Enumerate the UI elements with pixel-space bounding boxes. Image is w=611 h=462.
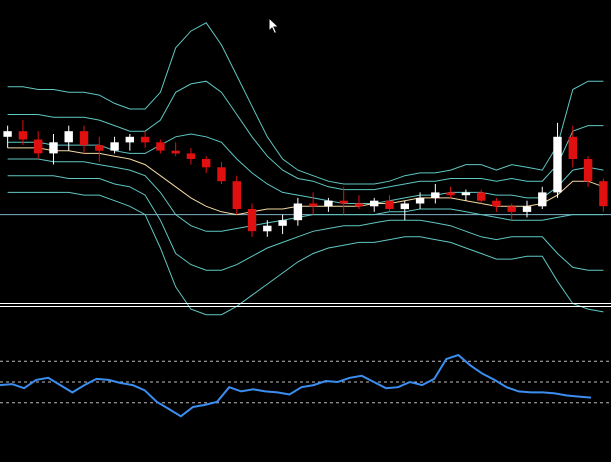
candle-bearish	[308, 203, 318, 207]
band-mid-upper	[7, 80, 604, 191]
candle-bearish	[599, 181, 608, 207]
candle-bearish	[583, 159, 593, 182]
band-outer-upper	[7, 22, 604, 185]
price-pane[interactable]	[0, 22, 611, 316]
candle-bullish	[125, 136, 134, 143]
candle-bearish	[477, 192, 486, 201]
candle-bearish	[446, 192, 455, 196]
candle-bearish	[385, 200, 394, 209]
candle-bearish	[18, 131, 28, 140]
candle-bearish	[568, 136, 577, 159]
candle-bearish	[247, 209, 257, 232]
candle-bearish	[79, 131, 89, 146]
candle-bullish	[522, 206, 532, 212]
candle-bearish	[95, 145, 104, 151]
oscillator-line	[0, 353, 592, 418]
mouse-pointer-arrow-icon	[268, 17, 280, 35]
band-inner-lower	[7, 158, 604, 232]
band-inner-upper	[7, 133, 604, 204]
band-mid-lower	[7, 175, 604, 271]
candle-bullish	[415, 197, 425, 204]
candle-bearish	[171, 150, 180, 154]
candle-bullish	[370, 200, 379, 207]
candle-bearish	[34, 139, 43, 154]
candle-bullish	[278, 220, 287, 226]
oscillator-pane[interactable]	[0, 303, 611, 418]
candle-bullish	[324, 200, 333, 207]
candle-bullish	[461, 192, 471, 196]
candle-bullish	[431, 192, 440, 198]
candle-bearish	[140, 136, 150, 143]
candle-bullish	[64, 131, 73, 143]
candle-bearish	[217, 167, 226, 182]
candle-bullish	[49, 142, 58, 154]
candle-bearish	[354, 203, 364, 207]
candle-bearish	[202, 159, 211, 168]
candle-bullish	[538, 192, 547, 207]
candle-bullish	[3, 131, 12, 137]
candle-bearish	[156, 142, 165, 151]
candle-bearish	[507, 206, 516, 212]
candle-bullish	[293, 203, 303, 221]
candle-bearish	[186, 153, 196, 159]
candle-bullish	[110, 142, 119, 151]
candle-bullish	[553, 136, 562, 193]
band-outer-lower	[7, 191, 604, 316]
candle-bearish	[232, 181, 241, 209]
candle-bearish	[492, 200, 501, 207]
candle-bullish	[263, 225, 272, 232]
candle-bullish	[400, 203, 409, 210]
candle-bearish	[339, 200, 348, 204]
band-midline	[7, 147, 604, 216]
